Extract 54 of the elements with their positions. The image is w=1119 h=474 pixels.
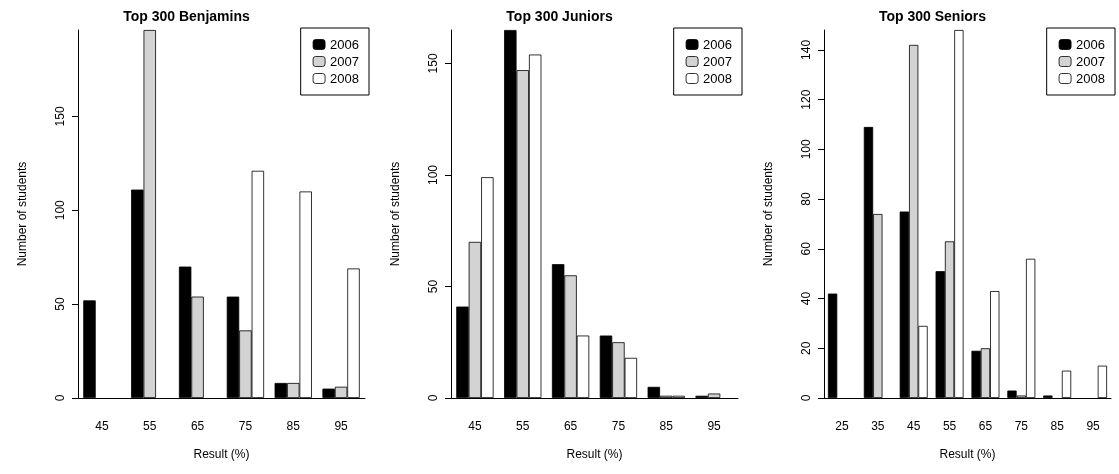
legend-label: 2006 [703, 37, 732, 52]
y-tick-label: 0 [53, 394, 67, 402]
x-tick-label: 75 [611, 419, 626, 433]
y-tick-label: 150 [426, 53, 440, 74]
x-tick-label: 85 [1050, 419, 1065, 433]
y-tick-label: 0 [799, 394, 813, 402]
legend-label: 2006 [330, 37, 359, 52]
y-axis-title: Number of students [761, 161, 775, 267]
y-tick-label: 0 [426, 394, 440, 402]
legend-label: 2008 [703, 71, 732, 86]
x-tick-label: 85 [286, 419, 301, 433]
x-tick-label: 95 [334, 419, 349, 433]
y-tick-label: 40 [799, 291, 813, 306]
chart-title: Top 300 Seniors [878, 8, 987, 24]
legend-label: 2007 [330, 54, 359, 69]
x-tick-label: 65 [190, 419, 205, 433]
y-tick-label: 50 [426, 279, 440, 294]
x-tick-label: 55 [942, 419, 957, 433]
x-tick-label: 65 [563, 419, 578, 433]
x-axis-title: Result (%) [939, 447, 996, 461]
x-tick-label: 75 [1014, 419, 1029, 433]
y-tick-label: 100 [426, 164, 440, 185]
x-tick-label: 45 [468, 419, 482, 433]
x-tick-label: 45 [907, 419, 921, 433]
x-tick-label: 45 [95, 419, 109, 433]
y-tick-label: 20 [799, 341, 813, 355]
x-tick-label: 55 [516, 419, 530, 433]
x-tick-label: 35 [871, 419, 885, 433]
y-tick-label: 50 [53, 297, 67, 311]
y-tick-label: 140 [799, 39, 813, 60]
x-axis-title: Result (%) [193, 447, 250, 461]
legend-label: 2007 [703, 54, 732, 69]
y-tick-label: 100 [53, 199, 67, 221]
y-axis-title: Number of students [15, 161, 29, 267]
chart-title: Top 300 Benjamins [123, 8, 250, 24]
x-tick-label: 75 [238, 419, 253, 433]
y-tick-label: 80 [799, 192, 813, 206]
x-axis-title: Result (%) [566, 447, 623, 461]
legend-label: 2008 [330, 71, 359, 86]
x-tick-label: 85 [659, 419, 674, 433]
x-tick-label: 55 [143, 419, 157, 433]
x-tick-label: 65 [978, 419, 993, 433]
y-axis-title: Number of students [388, 161, 402, 267]
y-tick-label: 120 [799, 89, 813, 110]
x-tick-label: 25 [835, 419, 849, 433]
x-tick-label: 95 [707, 419, 722, 433]
legend-label: 2008 [1076, 71, 1105, 86]
y-tick-label: 150 [53, 106, 67, 127]
y-tick-label: 100 [799, 139, 813, 160]
legend-label: 2006 [1076, 37, 1105, 52]
chart-title: Top 300 Juniors [506, 8, 613, 24]
x-tick-label: 95 [1086, 419, 1101, 433]
y-tick-label: 60 [799, 241, 813, 256]
legend-label: 2007 [1076, 54, 1105, 69]
